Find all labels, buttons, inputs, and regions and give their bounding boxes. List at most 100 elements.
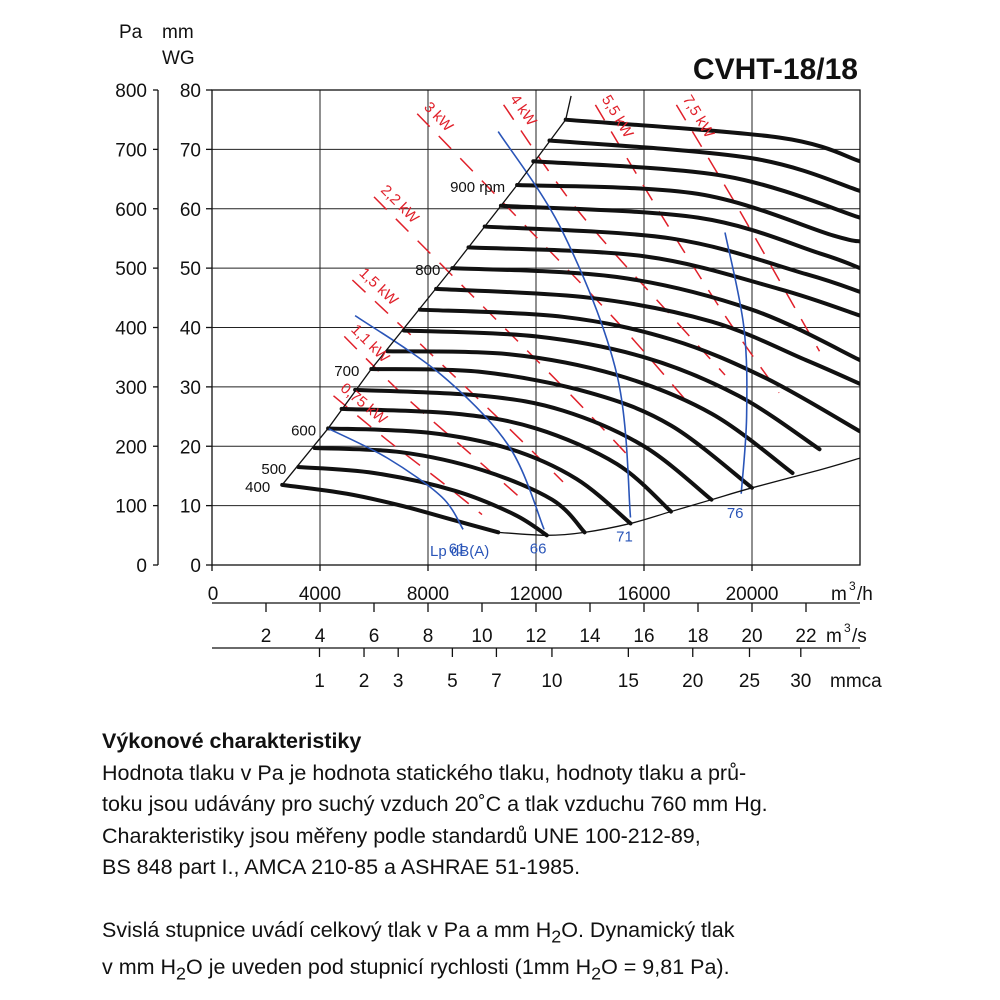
mmwg-tick-label: 30 [180, 378, 201, 399]
mmca-tick-label: 1 [314, 671, 325, 692]
rpm-label: 800 [415, 262, 440, 279]
mmca-tick-label: 10 [541, 671, 562, 692]
mmca-tick-label: 7 [491, 671, 502, 692]
pa-tick-label: 600 [115, 200, 147, 221]
operating-boundary [281, 95, 860, 536]
rpm-label: 400 [245, 479, 270, 496]
rpm-curve [515, 183, 860, 244]
rpm-curve [353, 387, 714, 502]
power-label: 5,5 kW [598, 92, 637, 142]
description-line: Hodnota tlaku v Pa je hodnota statického… [102, 760, 747, 785]
rpm-curve [434, 286, 860, 386]
m3s-tick-label: 2 [261, 626, 272, 647]
mmwg-tick-label: 70 [180, 140, 201, 161]
mmca-tick-label: 3 [393, 671, 404, 692]
description-line: BS 848 part I., AMCA 210-85 a ASHRAE 51-… [102, 855, 581, 879]
rpm-label: 900 rpm [450, 179, 505, 196]
rpm-curve [296, 465, 549, 538]
sound-label: 61 [449, 540, 466, 557]
sound-curve [354, 314, 545, 530]
mmca-tick-label: 30 [790, 671, 811, 692]
m3s-tick-label: 18 [687, 626, 708, 647]
boundary-bottom [498, 457, 860, 536]
rpm-curve [280, 482, 501, 535]
power-label: 1,5 kW [356, 265, 402, 310]
rpm-curves [280, 117, 860, 538]
description: Výkonové charakteristiky Hodnota tlaku v… [102, 726, 962, 990]
rpm-curve [482, 224, 860, 294]
flow-tick-label: 8000 [407, 584, 449, 605]
m3s-tick-label: 8 [423, 626, 434, 647]
m3s-tick-label: 14 [579, 626, 601, 647]
pa-tick-label: 0 [136, 556, 147, 577]
y-unit-wg: WG [162, 48, 195, 69]
rpm-curve [417, 307, 860, 434]
rpm-curve [547, 138, 860, 193]
mmwg-tick-label: 50 [180, 259, 201, 280]
m3s-tick-label: 10 [471, 626, 492, 647]
description-line: Charakteristiky jsou měřeny podle standa… [102, 823, 701, 848]
mmwg-tick-label: 20 [180, 437, 201, 458]
m3s-tick-label: 6 [369, 626, 380, 647]
description-line: v mm H2O je uveden pod stupnicí rychlost… [102, 955, 730, 984]
power-line [351, 279, 564, 483]
flow-unit-m3s: m [826, 626, 842, 647]
pa-tick-label: 100 [115, 497, 147, 518]
mmwg-tick-label: 40 [180, 319, 201, 340]
flow-unit-m3h: m [831, 584, 847, 605]
pa-tick-label: 200 [115, 437, 147, 458]
rpm-label: 600 [291, 422, 316, 439]
y-unit-pa: Pa [119, 22, 143, 43]
rpm-curve [312, 446, 587, 535]
power-label: 1,1 kW [347, 321, 393, 367]
m3s-tick-label: 12 [525, 626, 546, 647]
sound-curve [724, 232, 748, 494]
rpm-curve [326, 426, 633, 526]
power-line [675, 104, 821, 352]
pa-tick-label: 800 [115, 81, 147, 102]
m3s-tick-label: 16 [633, 626, 654, 647]
description-line: Svislá stupnice uvádí celkový tlak v Pa … [102, 917, 735, 946]
flow-tick-label: 16000 [618, 584, 671, 605]
rpm-curve [401, 328, 822, 452]
power-line [416, 113, 686, 400]
flow-unit-m3s-tail: /s [852, 626, 867, 647]
flow-tick-label: 4000 [299, 584, 341, 605]
pa-tick-label: 500 [115, 259, 147, 280]
mmca-tick-label: 25 [739, 671, 760, 692]
axes: 0100200300400500600700800010203040506070… [115, 81, 882, 692]
sound-unit-label: Lp dB(A) [430, 543, 489, 560]
mmca-tick-label: 2 [359, 671, 370, 692]
sound-curve [497, 131, 632, 518]
flow-tick-label: 12000 [510, 584, 563, 605]
sound-curve [327, 427, 464, 530]
pa-tick-label: 300 [115, 378, 147, 399]
flow-tick-label: 0 [208, 584, 219, 605]
mmwg-tick-label: 0 [190, 556, 201, 577]
m3s-tick-label: 20 [741, 626, 762, 647]
rpm-curve [563, 117, 860, 164]
sound-label: 76 [727, 505, 744, 522]
power-label: 4 kW [506, 91, 540, 129]
power-label: 3 kW [420, 99, 457, 136]
mmca-tick-label: 20 [682, 671, 703, 692]
flow-unit-m3h-sup: 3 [849, 579, 856, 593]
rpm-curve [369, 367, 754, 490]
rpm-curve [498, 203, 860, 271]
rpm-curve [466, 245, 860, 318]
m3s-tick-label: 4 [315, 626, 326, 647]
sound-label: 66 [530, 540, 547, 557]
sound-curves [327, 131, 748, 530]
rpm-label: 700 [334, 363, 359, 380]
boundary-left [281, 95, 572, 486]
chart-title: CVHT-18/18 [693, 53, 858, 86]
rpm-curve [339, 406, 673, 514]
mmwg-tick-label: 10 [180, 497, 201, 518]
mmca-unit: mmca [830, 671, 882, 692]
mmca-tick-label: 5 [447, 671, 458, 692]
flow-unit-m3h-tail: /h [857, 584, 873, 605]
flow-unit-m3s-sup: 3 [844, 621, 851, 635]
pa-tick-label: 400 [115, 319, 147, 340]
rpm-label: 500 [261, 461, 286, 478]
power-line [594, 104, 780, 394]
